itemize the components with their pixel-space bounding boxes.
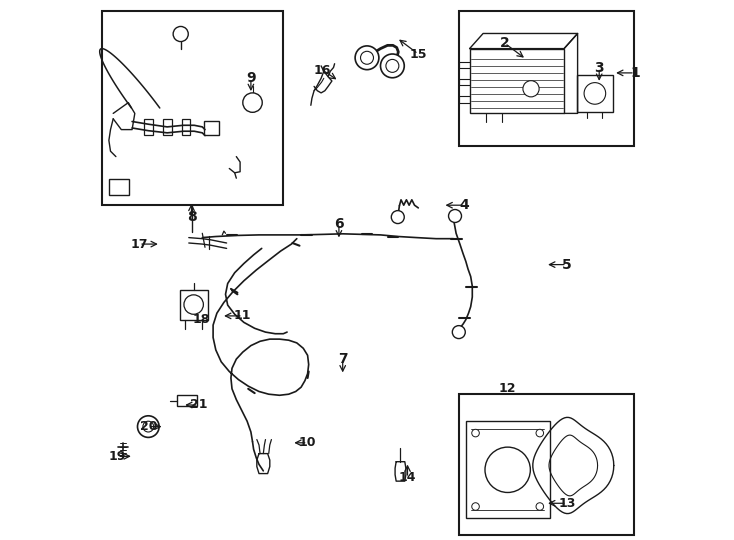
Circle shape (386, 59, 399, 72)
Text: 10: 10 (299, 436, 316, 449)
Text: 13: 13 (558, 497, 575, 510)
Circle shape (391, 211, 404, 224)
Text: 6: 6 (334, 217, 344, 231)
Circle shape (536, 503, 544, 510)
Text: 20: 20 (139, 420, 157, 433)
Circle shape (472, 429, 479, 437)
Text: 5: 5 (562, 258, 572, 272)
Circle shape (143, 421, 153, 432)
Text: 2: 2 (500, 36, 509, 50)
Circle shape (452, 326, 465, 339)
Text: 7: 7 (338, 352, 347, 366)
Text: 12: 12 (498, 382, 516, 395)
Circle shape (448, 210, 462, 222)
Text: 19: 19 (109, 450, 126, 463)
Circle shape (137, 416, 159, 437)
Text: 1: 1 (630, 66, 640, 80)
Circle shape (360, 51, 374, 64)
Bar (180, 290, 208, 320)
Bar (163, 119, 172, 135)
Bar (144, 119, 153, 135)
Bar (177, 395, 197, 406)
Text: 8: 8 (186, 210, 197, 224)
Circle shape (485, 447, 531, 492)
Text: 3: 3 (595, 60, 604, 75)
Circle shape (184, 295, 203, 314)
Text: 16: 16 (314, 64, 332, 77)
Circle shape (243, 93, 262, 112)
Text: 21: 21 (190, 399, 207, 411)
Bar (466, 421, 550, 518)
Circle shape (584, 83, 606, 104)
Text: 11: 11 (234, 309, 252, 322)
Text: 17: 17 (131, 238, 148, 251)
Bar (459, 394, 634, 535)
Bar (576, 75, 613, 112)
Bar (204, 122, 219, 135)
Circle shape (355, 46, 379, 70)
Text: 9: 9 (246, 71, 255, 85)
Bar (109, 179, 129, 195)
Text: 14: 14 (399, 471, 416, 484)
Bar (459, 11, 634, 146)
Text: 15: 15 (410, 48, 427, 60)
Circle shape (173, 26, 188, 42)
Circle shape (472, 503, 479, 510)
Text: 18: 18 (192, 313, 210, 326)
Bar (470, 49, 564, 113)
Bar (103, 11, 283, 205)
Bar (182, 119, 190, 135)
Circle shape (523, 80, 539, 97)
Circle shape (536, 429, 544, 437)
Text: 4: 4 (459, 198, 469, 212)
Circle shape (380, 54, 404, 78)
